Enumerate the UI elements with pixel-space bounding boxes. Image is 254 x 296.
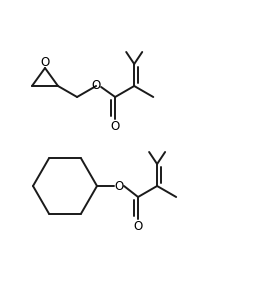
Text: O: O [133, 220, 143, 232]
Text: O: O [110, 120, 120, 133]
Text: O: O [91, 78, 101, 91]
Text: O: O [40, 56, 50, 68]
Text: O: O [114, 179, 124, 192]
